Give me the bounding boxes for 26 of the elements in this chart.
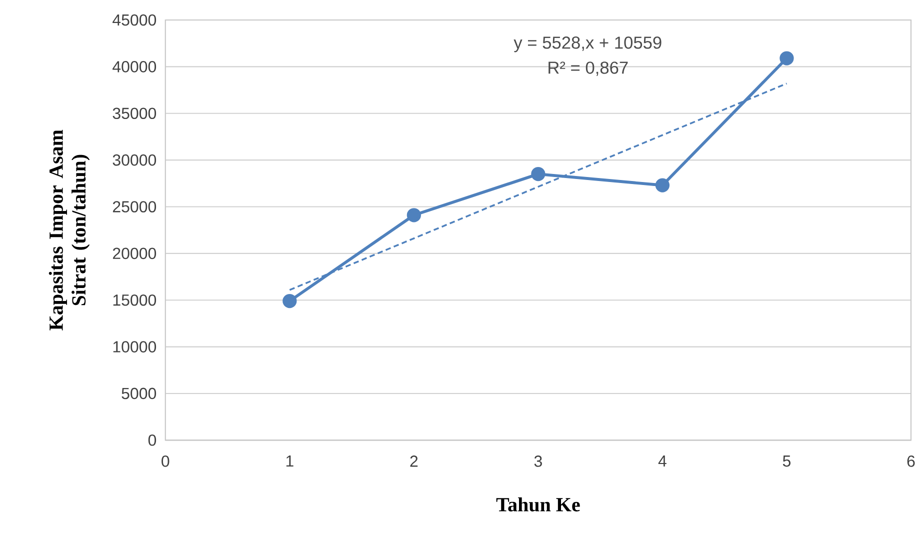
x-tick-label: 3 [534, 456, 542, 467]
x-axis-title: Tahun Ke [496, 497, 580, 512]
y-tick-label: 10000 [113, 341, 156, 353]
x-tick-label: 0 [162, 456, 170, 467]
point [780, 51, 794, 66]
point [655, 178, 670, 192]
y-axis-title: Kapasitas Impor Asam Sitrat (ton/tahun) [48, 130, 90, 330]
y-tick-label: 35000 [112, 108, 156, 120]
point [406, 208, 421, 222]
y-tick-label: 20000 [112, 248, 156, 260]
y-tick-label: 45000 [112, 14, 156, 26]
x-tick-label: 2 [410, 456, 418, 467]
point [282, 294, 297, 308]
x-tick-label: 6 [907, 456, 915, 467]
point [531, 167, 546, 182]
x-tick-label: 4 [658, 456, 666, 467]
y-tick-label: 25000 [112, 201, 156, 212]
annotation: R² = 0,867 [548, 62, 628, 76]
y-tick-label: 5000 [122, 388, 156, 400]
x-tick-label: 1 [286, 456, 294, 467]
x-tick-label: 5 [782, 456, 790, 467]
y-tick-label: 15000 [113, 294, 156, 306]
y-tick-label: 40000 [112, 61, 156, 72]
annotation: y = 5528,x + 10559 [514, 36, 662, 52]
y-tick-label: 30000 [112, 154, 156, 166]
y-tick-label: 0 [148, 434, 156, 446]
